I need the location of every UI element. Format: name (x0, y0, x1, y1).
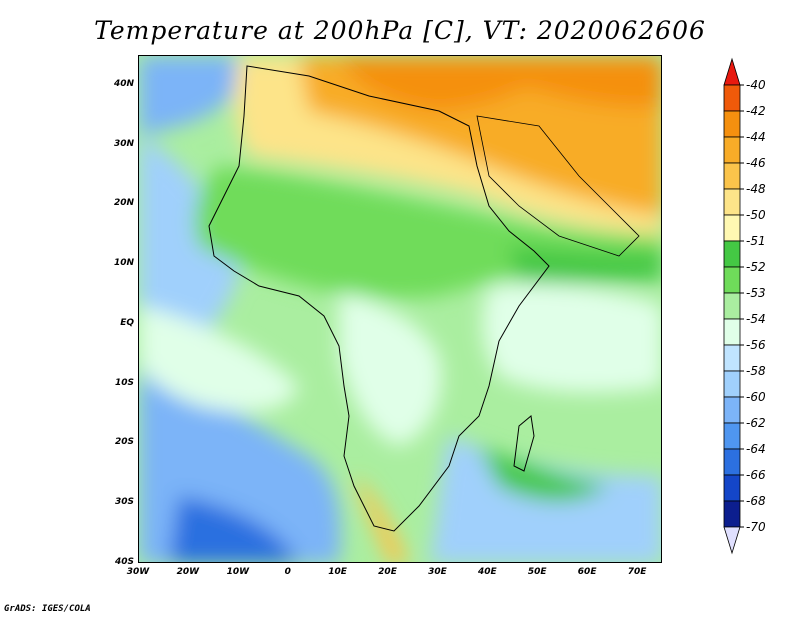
warm-tongue-southern-africa (354, 476, 409, 562)
cold-region-northwest (139, 56, 259, 136)
lon-tick-label: 30W (126, 567, 150, 577)
colorbar-level-label: -58 (746, 364, 766, 378)
colorbar-level-label: -46 (746, 156, 766, 170)
colorbar-segment (723, 292, 741, 320)
lon-tick-label: 70E (627, 567, 647, 577)
lon-tick-label: 20W (176, 567, 200, 577)
lat-tick-label: 10N (113, 258, 134, 269)
colorbar-segment (723, 474, 741, 502)
colorbar-segment (723, 396, 741, 424)
colorbar-level-label: -66 (746, 468, 766, 482)
lon-tick-label: 20E (378, 567, 397, 577)
lat-tick-label: EQ (120, 317, 134, 328)
colorbar-level-label: -52 (746, 260, 766, 274)
madagascar-outline (513, 415, 535, 472)
colorbar-segment (723, 84, 741, 112)
colorbar-segment (723, 500, 741, 528)
colorbar-level-label: -53 (746, 286, 766, 300)
colorbar-level-label: -42 (746, 104, 766, 118)
lon-tick-label: 60E (577, 567, 597, 577)
lon-tick-label: 50E (527, 567, 547, 577)
lat-tick-label: 10S (114, 377, 134, 388)
colorbar-segment (723, 136, 741, 164)
lat-tick-label: 40N (113, 78, 134, 89)
temperature-map (138, 55, 662, 563)
lat-tick-label: 40S (114, 557, 134, 567)
lat-tick-label: 20N (113, 198, 134, 209)
colorbar-level-label: -54 (746, 312, 766, 326)
africa-coastline (208, 65, 550, 532)
colorbar-bottom-arrow (723, 526, 741, 555)
colorbar-level-label: -44 (746, 130, 766, 144)
colorbar-level-label: -56 (746, 338, 766, 352)
warm-band-madagascar (479, 446, 609, 501)
colorbar-segment (723, 266, 741, 294)
colorbar-level-label: -62 (746, 416, 766, 430)
colorbar-segment (723, 318, 741, 346)
colorbar-top-arrow (723, 57, 741, 86)
lat-tick-label: 30N (113, 138, 134, 149)
colorbar-segment (723, 344, 741, 372)
arabia-outline (476, 115, 640, 257)
colorbar-level-label: -68 (746, 494, 766, 508)
colorbar-level-label: -51 (746, 234, 766, 248)
cool-region-central-africa (339, 286, 442, 446)
hot-region-middle-east (469, 56, 661, 107)
lon-tick-label: 10W (226, 567, 250, 577)
credit-text: GrADS: IGES/COLA (4, 604, 91, 614)
colorbar-segment (723, 422, 741, 450)
colorbar: -40 -42 -44 -46 -48 -50 -51 -52 -53 -54 -56 -58 -60 -… (723, 57, 766, 555)
colorbar-segment (723, 214, 741, 242)
very-cold-region-south (169, 496, 298, 562)
colorbar-segment (723, 110, 741, 138)
lat-tick-label: 20S (114, 437, 134, 448)
colorbar-level-label: -70 (746, 520, 766, 534)
colorbar-level-label: -48 (746, 182, 766, 196)
lon-tick-label: 0 (284, 567, 291, 577)
colorbar-segment (723, 240, 741, 268)
cool-region-gulf-of-guinea (139, 306, 299, 412)
temperature-field (139, 56, 661, 562)
lon-tick-label: 40E (477, 567, 497, 577)
warm-band-horn (509, 246, 661, 284)
colorbar-level-label: -64 (746, 442, 766, 456)
cool-region-indian-ocean (482, 283, 661, 393)
lat-tick-label: 30S (114, 497, 134, 508)
colorbar-segment (723, 448, 741, 476)
lon-tick-label: 10E (328, 567, 347, 577)
colorbar-segment (723, 188, 741, 216)
colorbar-level-label: -60 (746, 390, 766, 404)
colorbar-level-label: -40 (746, 78, 766, 92)
lon-tick-label: 30E (428, 567, 447, 577)
map-title: Temperature at 200hPa [C], VT: 202006260… (94, 16, 706, 45)
colorbar-segment (723, 370, 741, 398)
colorbar-level-label: -50 (746, 208, 766, 222)
colorbar-segment (723, 162, 741, 190)
